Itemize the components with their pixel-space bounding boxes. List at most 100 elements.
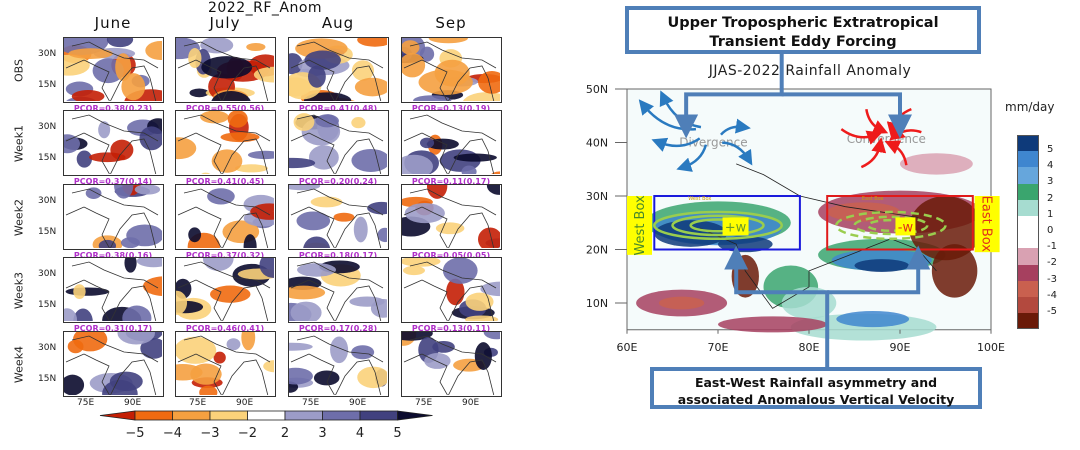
top-connector-arrow-left (674, 54, 784, 139)
plus-w-label: +w (725, 220, 747, 235)
deficit-rain-blob (176, 336, 217, 364)
deficit-rain-blob (253, 66, 274, 83)
divergence-arrow (722, 141, 753, 166)
lon-tick-label: 80E (799, 341, 820, 354)
colorbar-swatch (1017, 135, 1039, 152)
row-label-week3: Week3 (12, 271, 26, 310)
excess-rain-blob (200, 38, 234, 54)
map-panel-plot (65, 185, 162, 248)
colorbar-label: 5 (393, 426, 401, 441)
excess-rain-blob (289, 185, 321, 191)
coastline-border (290, 261, 384, 321)
map-panel-plot (402, 38, 500, 101)
rainfall-anomaly-map: 50N 40N 30N 20N 10N 60E 70E 80E 90E 100E +w -w West … (586, 54, 1005, 368)
deficit-rain-blob (199, 385, 218, 395)
deficit-rain-blob (263, 360, 274, 373)
coastline-border (177, 261, 271, 321)
deficit-rain-blob (72, 332, 108, 352)
map-panel (288, 110, 389, 176)
west-box-inner-label: West Box (688, 196, 711, 202)
deficit-rain-blob (478, 227, 500, 248)
excess-rain-blob (308, 65, 326, 88)
deficit-rain-blob (446, 278, 465, 306)
convergence-arrow (884, 140, 908, 166)
colorbar-label: −4 (163, 426, 182, 441)
colorbar-label: 3 (318, 426, 326, 441)
column-header-june: June (94, 14, 132, 32)
coastline-border (290, 114, 384, 174)
colorbar-segment (284, 410, 323, 421)
convergence-arrow (860, 137, 887, 169)
colorbar-swatch (1017, 248, 1039, 265)
pcor-label: PCOR=0.38(0.16) (73, 251, 153, 260)
east-box-inner-label: East Box (862, 196, 884, 202)
map-panel-plot (289, 335, 387, 395)
coastline-border (65, 261, 159, 321)
colorbar-max-arrow (397, 410, 433, 421)
colorbar-swatch (1017, 199, 1039, 216)
divergence-arrow (676, 144, 708, 172)
deficit-rain-blob (427, 185, 448, 199)
excess-rain-blob (126, 224, 162, 247)
colorbar-segment (134, 410, 173, 421)
map-panel (175, 110, 276, 176)
deficit-rain-blob (491, 171, 500, 174)
map-panel-plot (402, 258, 500, 321)
pcor-label: PCOR=0.05(0.05) (411, 251, 491, 260)
deficit-rain-blob (241, 332, 256, 351)
minus-w-label: -w (898, 220, 914, 235)
deficit-rain-blob (464, 315, 499, 321)
deficit-rain-blob (351, 117, 366, 129)
deficit-rain-blob (333, 212, 355, 222)
map-panel (63, 184, 164, 250)
left-colorbar: −5 −4 −3 −2 2 3 4 5 (99, 410, 433, 441)
pcor-label: PCOR=0.17(0.28) (298, 324, 378, 333)
colorbar-segment (247, 410, 286, 421)
colorbar-min-arrow (99, 410, 136, 421)
colorbar-units: mm/day (1005, 100, 1055, 114)
pcor-label: PCOR=0.37(0.32) (185, 251, 265, 260)
bottom-callout-line-1: East-West Rainfall asymmetry and (694, 375, 938, 390)
lat-tick-label: 50N (586, 83, 608, 96)
coastline-border (290, 188, 384, 248)
excess-rain-blob (353, 216, 368, 243)
map-panel (288, 257, 389, 323)
excess-rain-blob (136, 258, 162, 268)
map-title: JJAS-2022 Rainfall Anomaly (708, 63, 912, 79)
pcor-label: PCOR=0.38(0.23) (73, 104, 153, 113)
rainfall-anomaly-blob (836, 311, 910, 328)
pcor-label: PCOR=0.46(0.41) (185, 324, 265, 333)
excess-rain-blob (426, 138, 459, 150)
bottom-callout-box: East-West Rainfall asymmetry and associa… (650, 367, 982, 409)
colorbar-label: −5 (125, 426, 144, 441)
map-panel-plot (289, 185, 387, 248)
map-panel (401, 37, 502, 103)
map-panel (401, 110, 502, 176)
map-panel-plot (176, 332, 274, 395)
deficit-rain-blob (188, 48, 202, 69)
coastline-border (403, 41, 497, 101)
excess-rain-blob (413, 95, 452, 101)
deficit-rain-blob (428, 38, 468, 44)
excess-rain-blob (202, 258, 234, 271)
excess-rain-blob (370, 298, 387, 318)
excess-rain-blob (114, 185, 134, 199)
excess-rain-blob (124, 258, 137, 273)
bottom-connector-arrow-right (827, 245, 931, 295)
map-panel-plot (176, 38, 274, 101)
lon-tick-90e: 90E (349, 398, 367, 408)
lat-tick-15n: 15N (38, 227, 57, 237)
map-panel (63, 37, 164, 103)
deficit-rain-blob (289, 285, 326, 300)
excess-rain-blob (139, 126, 162, 151)
lat-tick-label: 30N (586, 190, 608, 203)
deficit-rain-blob (176, 290, 188, 315)
lon-tick-75e: 75E (415, 398, 433, 408)
row-label-week2: Week2 (12, 198, 26, 237)
colorbar-label: 0 (1047, 225, 1054, 236)
excess-rain-blob (377, 227, 387, 243)
lon-tick-label: 70E (708, 341, 729, 354)
deficit-rain-blob (145, 40, 162, 60)
west-box-label: West Box (633, 195, 648, 256)
map-panel (175, 184, 276, 250)
